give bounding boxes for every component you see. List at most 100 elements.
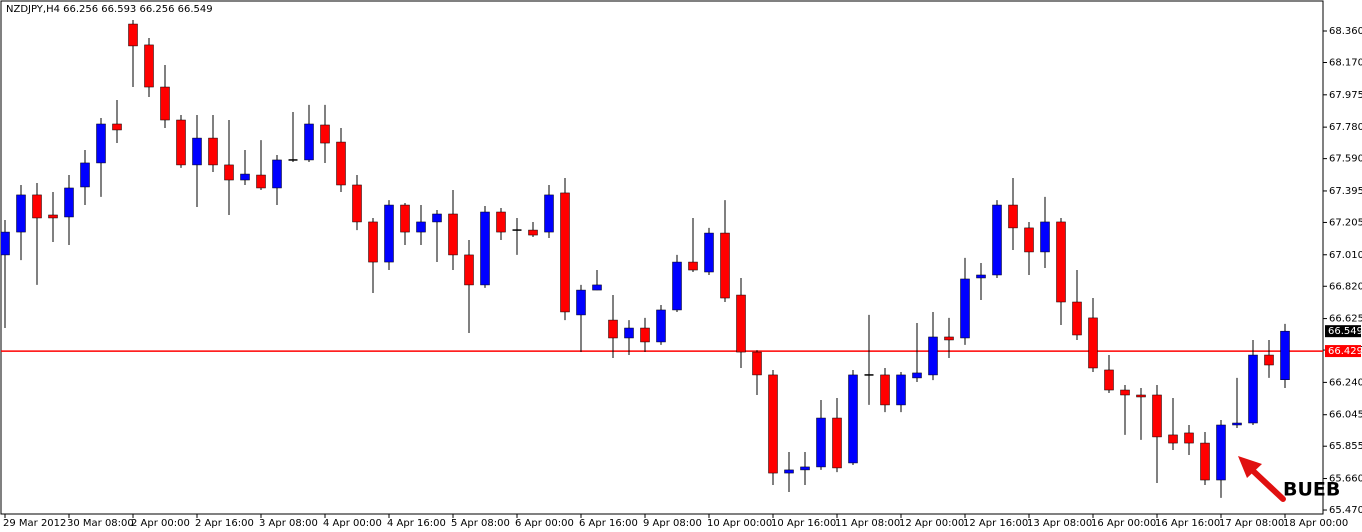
candle-body: [368, 221, 378, 263]
candle-body: [320, 124, 330, 144]
last-price-box: [1325, 325, 1361, 338]
y-tick-label: 66.625: [1329, 314, 1362, 325]
y-tick-label: 65.660: [1329, 474, 1362, 485]
y-tick-label: 68.360: [1329, 26, 1362, 37]
candle-body: [848, 374, 858, 464]
candle-body: [640, 327, 650, 343]
candle-body: [1120, 389, 1130, 396]
candle-body: [240, 173, 250, 181]
candle-body: [128, 23, 138, 47]
y-tick-label: 67.395: [1329, 186, 1362, 197]
candle-body: [336, 141, 346, 186]
candle-body: [416, 221, 426, 233]
x-tick-label: 6 Apr 00:00: [515, 518, 574, 529]
x-tick-label: 16 Apr 00:00: [1091, 518, 1156, 529]
candle-body: [1056, 221, 1066, 303]
candle-body: [144, 44, 154, 88]
candle-body: [576, 289, 586, 316]
x-tick-label: 10 Apr 00:00: [707, 518, 772, 529]
candle-body: [192, 137, 202, 166]
chart-title: NZDJPY,H4 66.256 66.593 66.256 66.549: [6, 4, 213, 15]
candle-body: [464, 254, 474, 286]
candle-body: [752, 351, 762, 376]
candle-body: [16, 194, 26, 233]
candle-body: [352, 184, 362, 223]
candle-body: [832, 417, 842, 469]
candle-body: [272, 159, 282, 189]
candle-body: [784, 469, 794, 474]
x-tick-label: 29 Mar 2012: [3, 518, 66, 529]
candle-body: [592, 284, 602, 291]
candle-body: [1136, 394, 1146, 398]
candle-body: [1, 231, 10, 256]
candle-body: [1248, 354, 1258, 424]
candle-body: [816, 417, 826, 468]
candle-body: [384, 204, 394, 263]
x-tick-label: 2 Apr 16:00: [195, 518, 254, 529]
candle-body: [304, 123, 314, 161]
candle-body: [896, 374, 906, 406]
hline-label: 66.429: [1328, 346, 1362, 357]
candle-body: [112, 123, 122, 131]
candle-body: [624, 327, 634, 339]
plot-frame: [0, 0, 1324, 515]
x-tick-label: 3 Apr 08:00: [259, 518, 318, 529]
x-tick-label: 9 Apr 08:00: [643, 518, 702, 529]
candle-body: [496, 211, 506, 233]
candle-body: [256, 174, 266, 189]
y-tick-label: 67.590: [1329, 154, 1362, 165]
candle-body: [688, 261, 698, 271]
x-tick-label: 5 Apr 08:00: [451, 518, 510, 529]
candle-body: [880, 374, 890, 406]
candle-body: [912, 372, 922, 379]
candle-body: [736, 294, 746, 353]
candle-body: [1072, 301, 1082, 336]
candle-body: [80, 162, 90, 188]
x-tick-label: 16 Apr 16:00: [1155, 518, 1220, 529]
annotation: BUEB: [1283, 479, 1340, 501]
candle-body: [1104, 369, 1114, 391]
candle-body: [768, 374, 778, 474]
candle-body: [224, 164, 234, 181]
candle-body: [32, 194, 42, 219]
candle-body: [480, 211, 490, 286]
candle-body: [448, 213, 458, 256]
y-tick-label: 67.780: [1329, 122, 1362, 133]
candle-body: [208, 137, 218, 166]
candle-body: [1088, 317, 1098, 369]
x-tick-label: 30 Mar 08:00: [67, 518, 134, 529]
y-tick-label: 67.205: [1329, 217, 1362, 228]
candle-body: [1184, 432, 1194, 444]
candle-body: [1152, 394, 1162, 438]
x-tick-label: 6 Apr 16:00: [579, 518, 638, 529]
candle-body: [1024, 227, 1034, 253]
x-tick-label: 10 Apr 16:00: [771, 518, 836, 529]
candle-body: [800, 466, 810, 471]
candle-body: [608, 319, 618, 339]
candle-body: [704, 232, 714, 273]
x-tick-label: 4 Apr 00:00: [323, 518, 382, 529]
x-tick-label: 13 Apr 08:00: [1027, 518, 1092, 529]
candle-body: [176, 119, 186, 166]
candle-body: [400, 204, 410, 233]
x-tick-label: 4 Apr 16:00: [387, 518, 446, 529]
candle-body: [1216, 424, 1226, 481]
y-tick-label: 68.170: [1329, 57, 1362, 68]
candle-body: [944, 336, 954, 341]
candle-body: [1168, 434, 1178, 444]
candle-body: [528, 229, 538, 236]
y-tick-label: 67.010: [1329, 250, 1362, 261]
hline-label-box: [1325, 345, 1361, 358]
candle-body: [544, 194, 554, 233]
y-tick-label: 65.470: [1329, 505, 1362, 516]
candle-body: [1280, 330, 1290, 380]
candle-body: [96, 123, 106, 164]
candle-body: [1008, 204, 1018, 229]
y-tick-label: 65.855: [1329, 441, 1362, 452]
candle-body: [1200, 442, 1210, 481]
candle-body: [992, 204, 1002, 276]
candle-body: [976, 274, 986, 279]
annotation-arrow: [1247, 465, 1286, 502]
last-price-label: 66.549: [1328, 326, 1362, 337]
